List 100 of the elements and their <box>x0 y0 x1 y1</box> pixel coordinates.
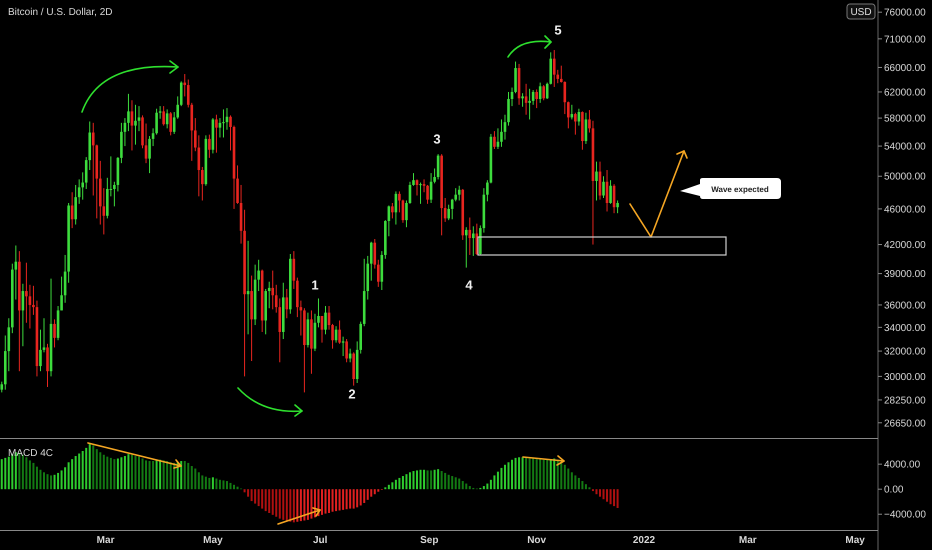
bar <box>346 489 348 510</box>
bar <box>581 481 584 490</box>
y-tick-label: 34000.00 <box>884 322 926 334</box>
y-tick-label: 39000.00 <box>884 269 926 280</box>
bar <box>28 460 31 490</box>
bar <box>522 457 524 490</box>
bar <box>68 462 70 490</box>
candlestick <box>222 108 225 138</box>
bar <box>88 444 91 490</box>
candlestick <box>391 202 394 219</box>
bar <box>226 481 228 490</box>
bar <box>32 462 34 490</box>
candlestick <box>208 134 211 158</box>
bar <box>99 452 102 490</box>
bar <box>335 489 338 512</box>
candlestick <box>25 262 28 324</box>
x-tick-label: Mar <box>738 535 757 546</box>
bar <box>550 459 552 490</box>
bar <box>244 489 246 492</box>
bar <box>374 489 376 494</box>
bar <box>514 458 517 490</box>
bar <box>8 456 10 490</box>
bar <box>394 480 397 490</box>
bar <box>102 454 105 490</box>
bar <box>444 472 446 490</box>
candlestick <box>271 270 274 310</box>
y-tick-label: 26650.00 <box>884 418 926 430</box>
candlestick <box>542 84 545 101</box>
bar <box>92 445 94 490</box>
bar <box>465 484 468 490</box>
bar <box>454 477 457 490</box>
candlestick <box>612 184 616 214</box>
y-tick-label: 58000.00 <box>884 114 926 125</box>
bar <box>338 489 341 510</box>
bar <box>584 484 587 490</box>
annotation: 3 <box>433 132 441 147</box>
bar <box>162 460 165 490</box>
annotation: 5 <box>554 22 562 38</box>
bar <box>602 489 605 500</box>
bar <box>39 470 42 490</box>
candlestick <box>334 326 338 344</box>
bar <box>106 456 108 490</box>
bar <box>440 471 443 490</box>
bar <box>212 477 214 490</box>
bar <box>528 458 531 490</box>
bar <box>268 489 270 513</box>
candlestick <box>616 200 619 214</box>
candlestick <box>70 192 74 229</box>
bar <box>116 458 119 490</box>
bar <box>360 489 362 506</box>
bar <box>42 472 45 490</box>
bar <box>4 458 6 490</box>
candlestick <box>218 118 222 138</box>
candlestick <box>324 306 327 335</box>
bar <box>391 482 394 490</box>
bar <box>504 464 506 490</box>
bar <box>468 486 471 490</box>
bar <box>71 459 74 490</box>
candlestick <box>436 154 440 180</box>
bar <box>78 454 80 490</box>
bar <box>310 489 312 519</box>
y-tick-label: 42000.00 <box>884 240 926 252</box>
bar <box>349 489 352 509</box>
bar <box>398 478 400 490</box>
bar <box>170 462 172 490</box>
bar <box>215 478 218 490</box>
candlestick <box>464 226 468 268</box>
bar <box>198 472 200 490</box>
bar <box>36 466 38 490</box>
bar <box>606 489 608 502</box>
candlestick <box>166 108 168 129</box>
candlestick <box>53 318 56 348</box>
bar <box>412 471 414 490</box>
bar <box>320 489 323 515</box>
bar <box>292 489 295 522</box>
bar <box>511 460 514 490</box>
bar <box>542 460 545 490</box>
bar <box>306 489 309 520</box>
bar <box>500 468 502 490</box>
bar <box>546 460 548 490</box>
bar <box>366 489 369 500</box>
candlestick <box>472 226 475 256</box>
bar <box>96 449 98 490</box>
bar <box>85 448 88 490</box>
bar <box>370 489 372 497</box>
bar <box>275 489 278 517</box>
x-tick-label: May <box>203 535 224 546</box>
bar <box>482 486 485 490</box>
bar <box>282 489 284 520</box>
y-tick-label: 4000.00 <box>884 460 921 471</box>
candlestick <box>246 240 250 335</box>
bar <box>74 456 77 490</box>
bar <box>363 489 366 503</box>
bar <box>377 489 380 492</box>
bar <box>194 468 196 490</box>
candlestick <box>602 176 605 198</box>
bar <box>426 470 429 490</box>
bar <box>328 489 330 513</box>
candlestick <box>538 82 542 104</box>
y-tick-label: 71000.00 <box>884 34 926 46</box>
